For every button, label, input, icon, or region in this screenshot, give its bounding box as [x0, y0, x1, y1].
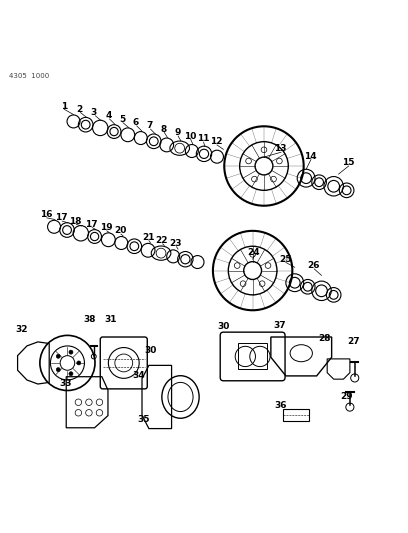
Text: 34: 34: [132, 372, 145, 381]
Bar: [238, 343, 267, 369]
Text: 16: 16: [40, 210, 52, 219]
Circle shape: [69, 350, 73, 354]
Text: 36: 36: [274, 401, 286, 409]
Text: 30: 30: [144, 346, 157, 356]
Text: 5: 5: [119, 115, 125, 124]
Text: 14: 14: [304, 152, 317, 161]
Text: 32: 32: [16, 325, 28, 334]
Text: 38: 38: [84, 316, 96, 325]
Text: 13: 13: [274, 144, 286, 154]
Text: 28: 28: [319, 334, 331, 343]
Text: 2: 2: [76, 105, 82, 114]
Circle shape: [77, 361, 81, 365]
Text: 23: 23: [169, 239, 182, 248]
Text: 21: 21: [142, 233, 154, 242]
Circle shape: [69, 372, 73, 376]
Text: 33: 33: [59, 379, 72, 387]
Text: 30: 30: [217, 322, 230, 331]
Text: 27: 27: [347, 337, 359, 346]
Text: 10: 10: [184, 132, 196, 141]
Text: 12: 12: [210, 137, 222, 146]
Text: 11: 11: [197, 134, 209, 143]
Text: 37: 37: [274, 321, 286, 330]
Text: 1: 1: [61, 102, 67, 111]
Text: 17: 17: [55, 213, 68, 222]
Text: 20: 20: [114, 227, 126, 236]
Text: 29: 29: [340, 392, 353, 401]
Text: 8: 8: [160, 125, 166, 134]
Text: 4305  1000: 4305 1000: [9, 73, 49, 79]
Text: 24: 24: [247, 248, 260, 257]
Text: 31: 31: [104, 316, 117, 325]
Text: 22: 22: [155, 236, 168, 245]
Text: 9: 9: [174, 128, 180, 138]
Text: 6: 6: [133, 118, 139, 127]
Text: 19: 19: [100, 223, 112, 232]
Text: 3: 3: [91, 108, 97, 117]
Text: 4: 4: [105, 111, 111, 120]
Text: 17: 17: [85, 220, 98, 229]
Text: 18: 18: [69, 216, 82, 225]
Text: 15: 15: [341, 158, 354, 167]
Circle shape: [56, 354, 60, 358]
Text: 26: 26: [307, 261, 319, 270]
Text: 35: 35: [138, 415, 150, 424]
Text: 25: 25: [279, 255, 291, 264]
Circle shape: [56, 368, 60, 372]
Text: 7: 7: [146, 122, 153, 131]
